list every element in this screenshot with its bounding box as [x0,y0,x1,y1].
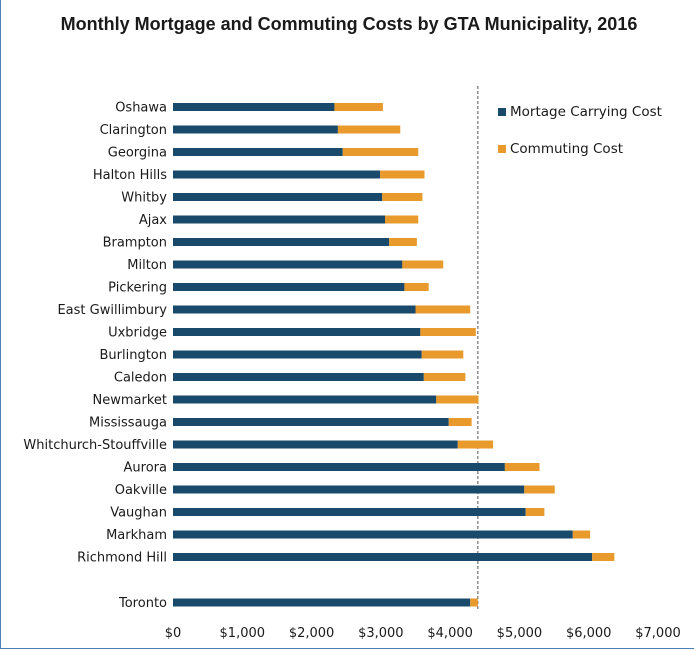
commuting-bar [380,170,425,179]
commuting-bar [337,125,401,134]
commuting-bar [382,193,423,201]
category-label: Markham [106,528,167,543]
mortgage-bar [173,350,422,359]
category-label: Burlington [99,348,167,363]
category-label: Georgina [108,146,167,161]
mortgage-bar [173,553,593,561]
category-label: Vaughan [110,506,167,521]
x-tick-label: $4,000 [427,626,473,641]
mortgage-bar [173,103,335,111]
x-tick-label: $0 [165,626,182,641]
commuting-bar [402,260,444,269]
commuting-bar [423,373,466,381]
category-label: Whitby [121,191,167,206]
mortgage-bar [173,238,390,246]
category-label: Uxbridge [108,326,167,341]
commuting-bar [524,485,555,494]
mortgage-bar [173,305,416,314]
category-label: Ajax [139,213,167,228]
mortgage-bar [173,418,449,426]
category-label: East Gwillimbury [57,303,167,318]
category-label: Newmarket [93,393,168,408]
mortgage-bar [173,125,338,134]
x-tick-label: $5,000 [497,626,543,641]
commuting-bar [470,598,478,607]
commuting-bar [572,530,591,539]
mortgage-bar [173,373,424,381]
category-label: Whitchurch-Stouffville [23,438,167,453]
mortgage-bar [173,170,381,179]
mortgage-bar [173,215,386,224]
mortgage-bar [173,193,383,201]
mortgage-bar [173,328,421,336]
x-tick-label: $6,000 [566,626,612,641]
legend-label: Commuting Cost [510,141,623,157]
commuting-bar [525,508,545,516]
mortgage-bar [173,485,525,494]
commuting-bar [448,418,472,426]
mortgage-bar [173,283,405,291]
category-label: Oshawa [115,101,167,116]
category-label: Milton [127,258,167,273]
category-label: Aurora [124,461,167,476]
category-label: Brampton [103,236,167,251]
commuting-bar [415,305,471,314]
category-label: Caledon [114,371,167,386]
legend-swatch-mortgage [498,108,506,116]
x-tick-label: $7,000 [635,626,681,641]
category-label: Richmond Hill [77,551,167,566]
mortgage-bar [173,148,343,156]
mortgage-bar [173,440,458,449]
commuting-bar [592,553,615,561]
commuting-bar [404,283,429,291]
chart-title: Monthly Mortgage and Commuting Costs by … [60,14,638,34]
category-label: Halton Hills [93,168,167,183]
category-label: Mississauga [89,416,167,431]
commuting-bar [385,215,419,224]
mortgage-bar [173,530,573,539]
commuting-bar [504,463,540,471]
mortgage-bar [173,598,471,607]
category-label: Pickering [108,281,167,296]
commuting-bar [457,440,494,449]
x-tick-label: $3,000 [358,626,404,641]
commuting-bar [436,395,479,404]
commuting-bar [421,350,464,359]
category-label: Clarington [100,123,167,138]
commuting-bar [342,148,419,156]
commuting-bar [334,103,383,111]
category-label: Toronto [118,596,167,611]
mortgage-bar [173,508,526,516]
commuting-bar [389,238,417,246]
legend-swatch-commuting [498,145,506,153]
x-tick-label: $2,000 [289,626,335,641]
mortgage-bar [173,395,437,404]
category-label: Oakville [115,483,167,498]
mortgage-bar [173,463,505,471]
legend-label: Mortage Carrying Cost [510,104,662,120]
commuting-bar [420,328,476,336]
x-tick-label: $1,000 [220,626,266,641]
mortgage-bar [173,260,403,269]
